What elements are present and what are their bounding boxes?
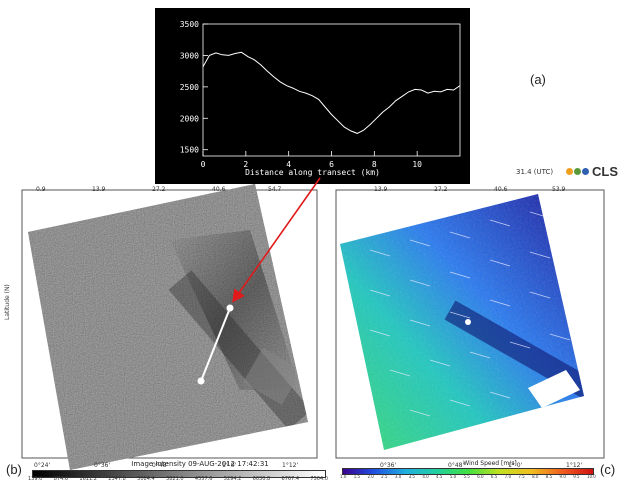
sar-colorbar-tick: 3821.0 <box>166 476 184 482</box>
sar-colorbar-tick: 4557.6 <box>194 476 213 482</box>
wind-bottom-tick: 0°36' <box>380 462 397 469</box>
profile-x-tick-label: 8 <box>372 160 377 169</box>
wind-colorbar-tick: 8.0 <box>532 474 539 479</box>
logo-dot-orange-icon <box>566 168 573 175</box>
profile-x-tick-label: 2 <box>243 160 248 169</box>
sar-colorbar-tick: 6030.8 <box>252 476 271 482</box>
sar-colorbar-tick: 6767.4 <box>281 476 300 482</box>
sar-bottom-tick: 0°36' <box>94 462 111 469</box>
sar-top-tick: 54.7 <box>268 186 282 193</box>
profile-x-tick-label: 4 <box>286 160 291 169</box>
sar-top-tick: 40.6 <box>212 186 226 193</box>
transect-start-point <box>465 319 471 325</box>
profile-y-tick-label: 3500 <box>180 20 199 29</box>
wind-top-tick: 53.9 <box>552 186 566 193</box>
wind-colorbar-tick: 9.5 <box>573 474 580 479</box>
sar-bottom-tick: 1°12' <box>282 462 299 469</box>
wind-bottom-tick: 0°48' <box>448 462 465 469</box>
wind-colorbar-tick: 6.0 <box>477 474 484 479</box>
sar-colorbar-ticks: 139.0 874.6 1611.2 2347.8 3084.4 3821.0 … <box>28 476 328 482</box>
wind-colorbar-tick: 7.0 <box>504 474 511 479</box>
cls-logo: CLS <box>566 164 618 179</box>
profile-x-tick-label: 6 <box>329 160 334 169</box>
wind-bottom-tick: 1° 0' <box>508 462 523 469</box>
wind-title-fragment: 31.4 (UTC) <box>516 168 554 176</box>
profile-y-tick-label: 2500 <box>180 83 199 92</box>
panel-label-c: (c) <box>600 462 616 477</box>
wind-colorbar-tick: 5.5 <box>463 474 470 479</box>
wind-colorbar-tick: 3.0 <box>394 474 402 479</box>
wind-colorbar-tick: 1.5 <box>353 474 361 479</box>
wind-colorbar-tick: 2.5 <box>381 474 388 479</box>
transect-profile-panel: 0 2 4 6 8 10 1500 2000 2500 3000 3500 Distance alo… <box>155 8 470 184</box>
wind-colorbar-tick: 8.5 <box>545 474 553 479</box>
transect-end-marker <box>226 304 234 312</box>
transect-line <box>200 307 231 382</box>
panel-label-b: (b) <box>6 462 22 477</box>
profile-x-axis-label: Distance along transect (km) <box>245 168 380 177</box>
transect-start-marker <box>197 377 205 385</box>
logo-dot-blue-icon <box>582 168 589 175</box>
sar-panel: 0.9 13.9 27.2 40.6 54.7 0°24' 0°36' 0°48… <box>0 160 330 482</box>
profile-x-tick-label: 10 <box>412 160 422 169</box>
profile-y-tick-label: 3000 <box>180 51 199 60</box>
profile-y-tick-label: 2000 <box>180 114 199 123</box>
profile-series-line <box>202 51 461 134</box>
wind-top-tick: 40.6 <box>494 186 508 193</box>
wind-colorbar <box>342 468 594 475</box>
sar-top-tick: 27.2 <box>152 186 166 193</box>
sar-colorbar-tick: 874.6 <box>53 476 69 482</box>
wind-colorbar-title: Wind Speed [m/s] <box>463 460 517 467</box>
sar-colorbar-tick: 2347.8 <box>108 476 126 482</box>
sar-top-tick: 13.9 <box>92 186 106 193</box>
wind-bottom-tick: 1°12' <box>566 462 583 469</box>
sar-intensity-image <box>28 184 308 470</box>
logo-text: CLS <box>592 164 618 179</box>
sar-colorbar-tick: 5294.2 <box>223 476 242 482</box>
wind-colorbar-tick: 4.5 <box>436 474 443 479</box>
wind-colorbar-tick: 2.0 <box>367 474 374 479</box>
transect-end-point <box>549 407 555 413</box>
wind-colorbar-tick: 5.0 <box>449 474 457 479</box>
sar-top-tick: 0.9 <box>36 186 46 193</box>
wind-colorbar-tick: 4.0 <box>422 474 429 479</box>
panel-label-a: (a) <box>530 72 546 87</box>
sar-bottom-tick: 0°24' <box>34 462 51 469</box>
sar-image-svg <box>21 184 318 470</box>
masked-ship-area <box>528 370 580 408</box>
wind-colorbar-tick: 9.0 <box>559 474 566 479</box>
sar-bottom-tick: 1° 0' <box>222 462 237 469</box>
wind-colorbar-tick: 6.5 <box>490 474 498 479</box>
wind-top-tick: 13.9 <box>374 186 388 193</box>
sar-colorbar-tick: 139.0 <box>28 476 43 482</box>
transect-profile-chart: 0 2 4 6 8 10 1500 2000 2500 3000 3500 <box>180 20 461 169</box>
wind-colorbar-tick: 3.5 <box>408 474 415 479</box>
logo-dot-green-icon <box>574 168 581 175</box>
wind-colorbar-ticks: 1.0 1.5 2.0 2.5 3.0 3.5 4.0 4.5 5.0 5.5 … <box>340 474 596 479</box>
wind-colorbar-tick: 1.0 <box>340 474 347 479</box>
wind-colorbar-tick: 7.5 <box>518 474 525 479</box>
wind-colorbar-tick: 10.0 <box>586 474 596 479</box>
sar-bottom-tick: 0°48' <box>152 462 169 469</box>
wind-map-svg <box>335 189 605 459</box>
sar-colorbar-tick: 1611.2 <box>79 476 97 482</box>
sar-colorbar-tick: 7504.0 <box>310 476 328 482</box>
sar-date-label: Image Intensity 09-AUG-2012 17:42:31 <box>131 460 269 468</box>
pointer-arrow <box>232 177 321 303</box>
profile-y-tick-label: 1500 <box>180 146 199 155</box>
wind-top-tick: 27.2 <box>434 186 448 193</box>
sar-colorbar <box>32 470 326 478</box>
wind-panel: 13.9 27.2 40.6 53.9 31.4 (UTC) 0°36' 0°4… <box>330 160 620 480</box>
sar-colorbar-tick: 3084.4 <box>137 476 155 482</box>
profile-x-tick-label: 0 <box>201 160 206 169</box>
